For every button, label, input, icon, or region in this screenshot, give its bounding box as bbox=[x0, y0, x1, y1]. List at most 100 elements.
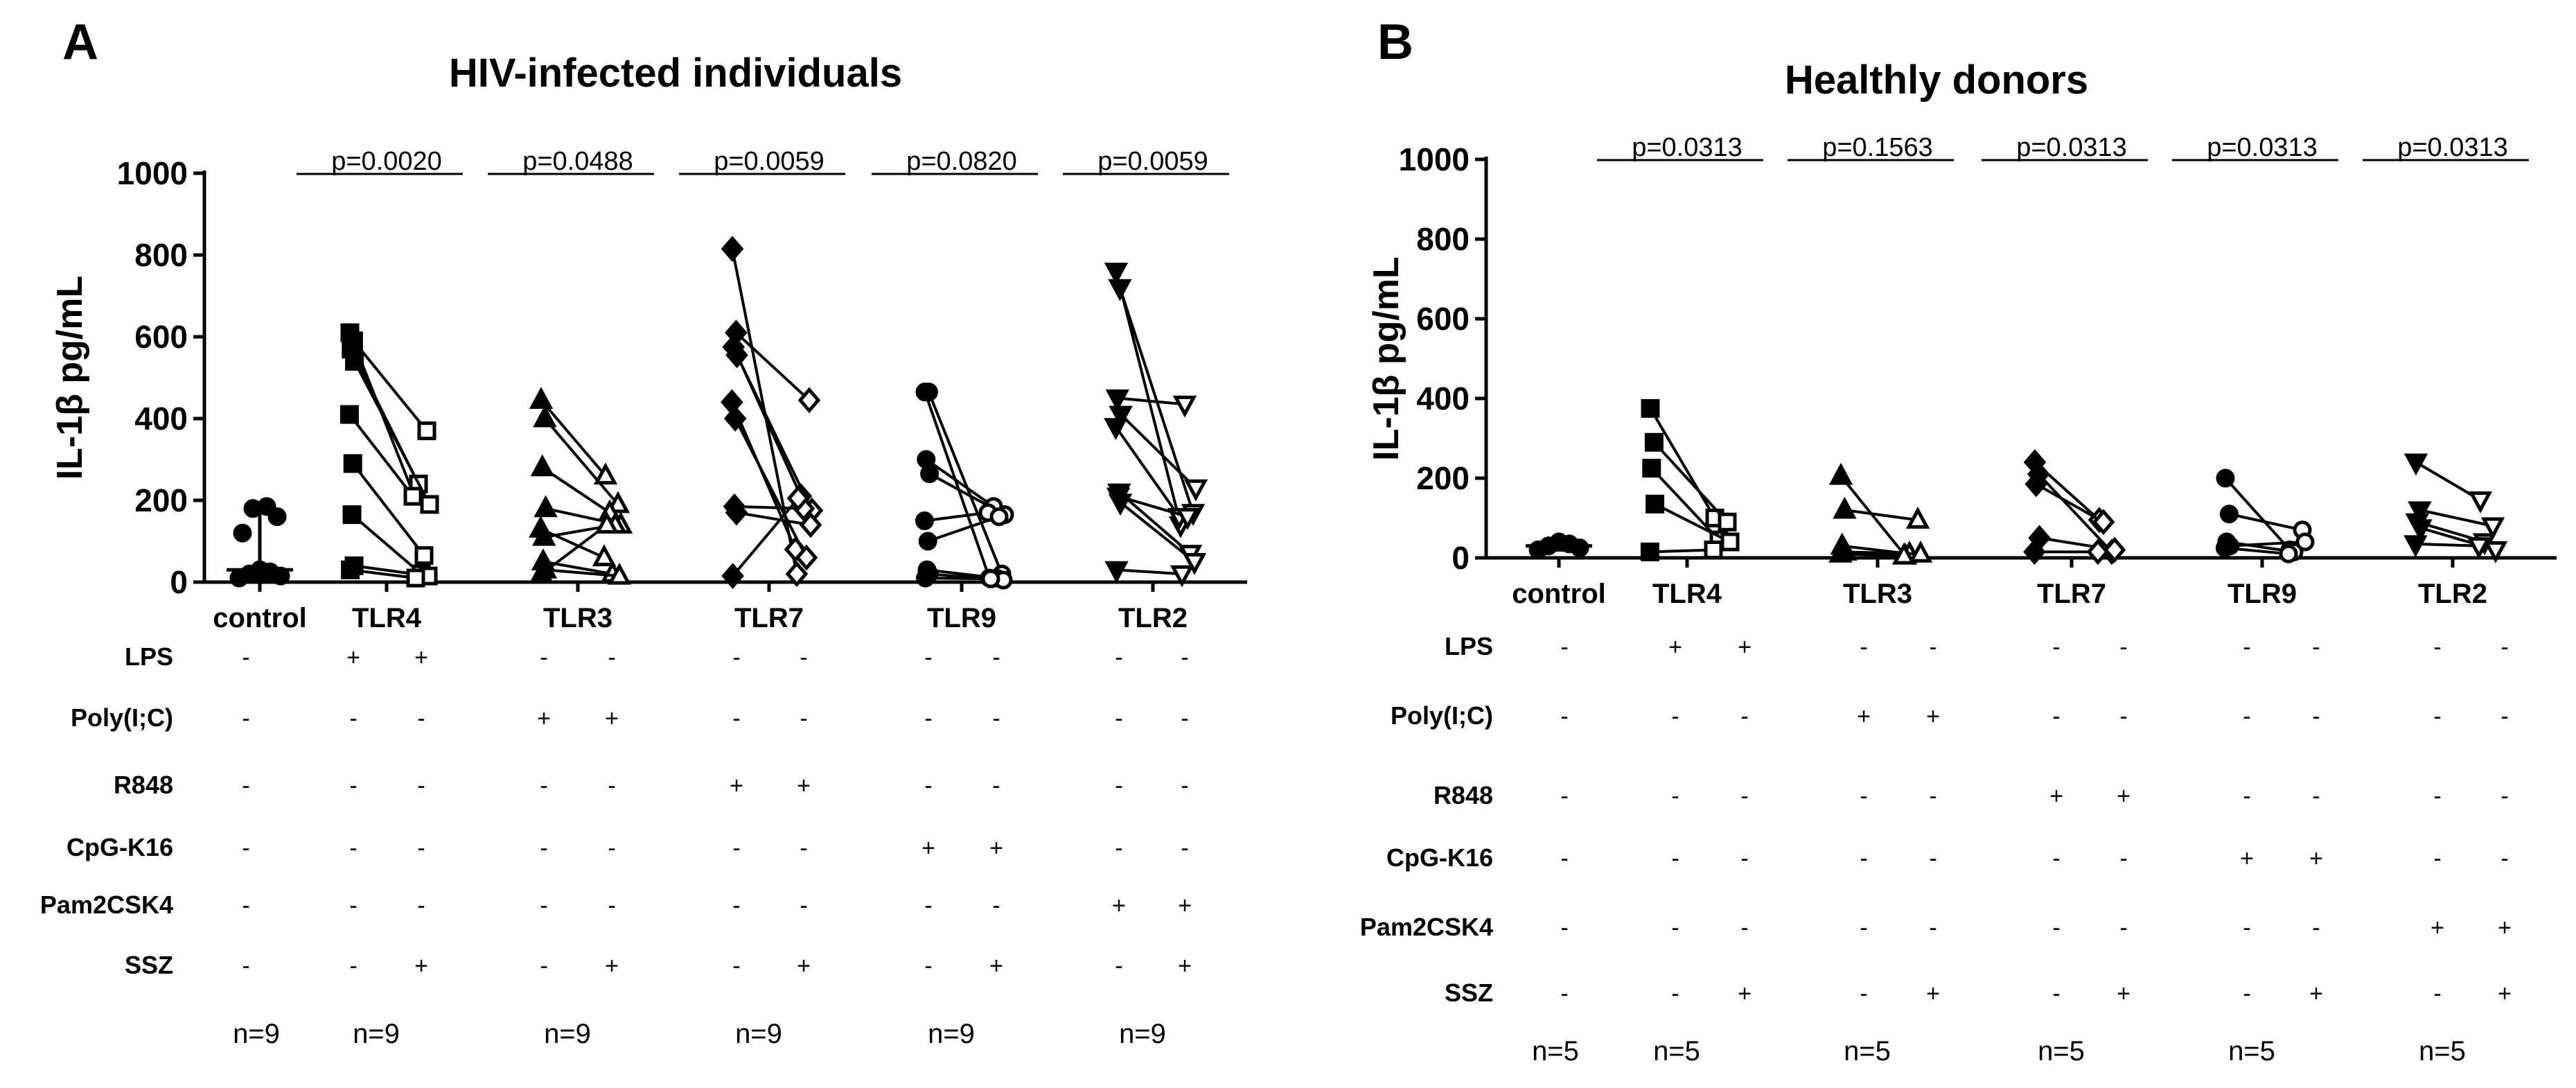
treatment-row-label: Pam2CSK4 bbox=[1360, 913, 1493, 941]
point-after bbox=[2295, 532, 2315, 552]
y-tick-label: 1000 bbox=[117, 155, 188, 191]
point-before bbox=[532, 523, 556, 546]
treatment-sign: - bbox=[732, 953, 740, 979]
point-after bbox=[989, 507, 1009, 527]
point-after bbox=[2467, 537, 2491, 559]
point-after bbox=[1908, 541, 1933, 563]
p-value-label: p=0.0820 bbox=[906, 147, 1017, 176]
p-value-label: p=0.0313 bbox=[2207, 133, 2318, 162]
point-before bbox=[1108, 493, 1133, 516]
point-before bbox=[342, 505, 362, 525]
point-after bbox=[795, 544, 818, 571]
point-before bbox=[725, 499, 748, 526]
p-value-label: p=0.0313 bbox=[2016, 133, 2127, 162]
y-tick-label: 400 bbox=[1416, 380, 1470, 416]
treatment-sign: - bbox=[417, 705, 425, 732]
paired-line bbox=[2228, 512, 2303, 532]
treatment-sign: - bbox=[1181, 644, 1188, 671]
treatment-sign: + bbox=[1178, 893, 1192, 919]
treatment-sign: + bbox=[2117, 783, 2131, 809]
treatment-sign: + bbox=[2498, 915, 2512, 941]
treatment-row-label: CpG-K16 bbox=[67, 833, 173, 861]
treatment-sign: - bbox=[800, 644, 807, 671]
point-before bbox=[2403, 453, 2428, 476]
point-after bbox=[2103, 536, 2126, 563]
y-tick-label: 0 bbox=[170, 564, 188, 600]
treatment-sign: - bbox=[732, 644, 740, 671]
paired-line bbox=[2037, 473, 2113, 553]
paired-line bbox=[2224, 477, 2291, 551]
treatment-sign: - bbox=[2433, 981, 2441, 1007]
paired-line bbox=[543, 417, 619, 506]
x-category-label: control bbox=[1512, 579, 1606, 609]
treatment-sign: - bbox=[608, 893, 615, 919]
point-after bbox=[2086, 538, 2110, 565]
treatment-sign: - bbox=[1181, 705, 1188, 732]
point-before bbox=[915, 511, 934, 530]
paired-line bbox=[348, 413, 414, 498]
point-before bbox=[343, 454, 362, 473]
y-tick-label: 600 bbox=[1416, 301, 1470, 337]
treatment-sign: - bbox=[1560, 915, 1568, 941]
treatment-sign: + bbox=[1857, 703, 1871, 730]
treatment-sign: - bbox=[540, 644, 547, 671]
point-before bbox=[1104, 561, 1129, 584]
treatment-sign: - bbox=[1671, 845, 1679, 872]
treatment-sign: - bbox=[2500, 845, 2508, 872]
x-category-label: TLR7 bbox=[734, 603, 804, 633]
point-after bbox=[785, 561, 809, 588]
panel-title: Healthly donors bbox=[1785, 58, 2088, 103]
point-after bbox=[1170, 565, 1194, 588]
point-before bbox=[1828, 462, 1853, 485]
treatment-sign: - bbox=[1740, 915, 1748, 941]
point-after bbox=[594, 511, 619, 534]
treatment-sign: - bbox=[1929, 783, 1937, 809]
treatment-sign: - bbox=[242, 644, 249, 671]
control-point bbox=[233, 523, 252, 543]
treatment-sign: - bbox=[2052, 981, 2060, 1007]
treatment-sign: - bbox=[1560, 981, 1568, 1007]
x-category-label: TLR9 bbox=[2227, 579, 2297, 609]
y-tick-label: 800 bbox=[134, 237, 188, 273]
treatment-sign: - bbox=[992, 893, 1000, 919]
n-label: n=9 bbox=[353, 1019, 400, 1049]
treatment-sign: - bbox=[1560, 634, 1568, 660]
paired-line bbox=[540, 399, 607, 477]
treatment-sign: + bbox=[2431, 915, 2444, 941]
paired-line bbox=[2035, 482, 2104, 523]
treatment-sign: + bbox=[1738, 634, 1752, 660]
paired-line bbox=[924, 511, 989, 523]
point-after bbox=[1718, 512, 1737, 532]
treatment-sign: - bbox=[800, 705, 807, 732]
treatment-sign: - bbox=[732, 835, 740, 861]
paired-line bbox=[1840, 475, 1907, 557]
treatment-sign: - bbox=[540, 953, 547, 979]
treatment-sign: - bbox=[608, 644, 615, 671]
treatment-sign: - bbox=[924, 705, 932, 732]
paired-line bbox=[736, 511, 811, 527]
treatment-sign: - bbox=[800, 835, 807, 861]
treatment-sign: - bbox=[800, 893, 807, 919]
paired-line bbox=[734, 504, 804, 510]
control-point bbox=[250, 560, 270, 579]
x-category-label: TLR3 bbox=[543, 603, 612, 633]
treatment-sign: - bbox=[992, 773, 1000, 799]
treatment-sign: - bbox=[2119, 703, 2127, 730]
treatment-sign: - bbox=[2052, 915, 2060, 941]
point-before bbox=[2024, 471, 2048, 498]
x-category-label: TLR7 bbox=[2037, 579, 2106, 609]
point-before bbox=[2219, 504, 2239, 524]
paired-line bbox=[353, 360, 431, 505]
paired-line bbox=[924, 391, 991, 579]
paired-line bbox=[352, 340, 428, 432]
treatment-sign: + bbox=[1926, 703, 1940, 730]
treatment-sign: - bbox=[242, 773, 249, 799]
point-after bbox=[1175, 508, 1200, 530]
treatment-sign: - bbox=[924, 893, 932, 919]
treatment-row-label: SSZ bbox=[1445, 979, 1493, 1007]
treatment-sign: - bbox=[349, 705, 357, 732]
treatment-sign: - bbox=[2312, 634, 2320, 660]
x-category-label: TLR2 bbox=[1118, 603, 1188, 633]
paired-line bbox=[2419, 509, 2494, 527]
treatment-sign: - bbox=[2243, 783, 2250, 809]
